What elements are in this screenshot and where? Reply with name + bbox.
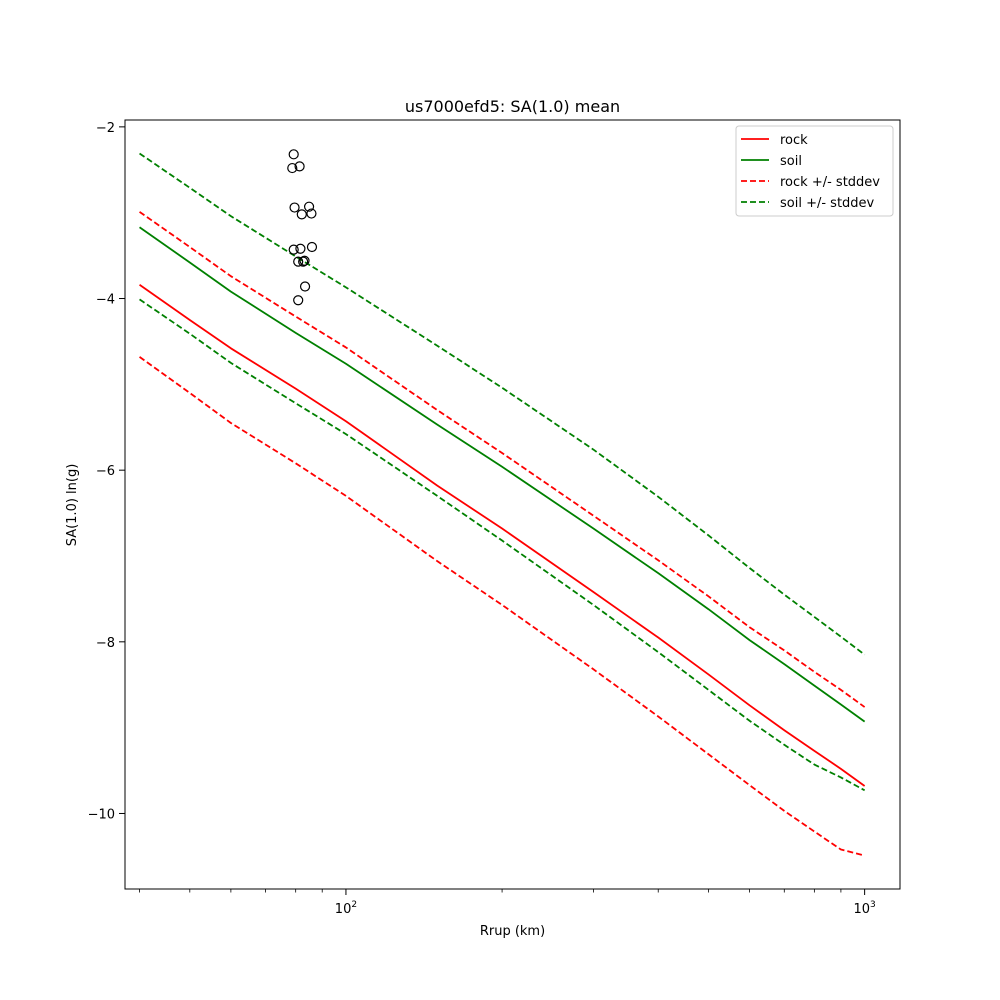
- observation-point: [294, 161, 305, 172]
- observation-point: [306, 241, 318, 253]
- y-axis: −2 −4 −6 −8 −10: [88, 121, 125, 822]
- x-axis: 102 103: [139, 889, 876, 917]
- series-line-4: [139, 356, 865, 857]
- y-axis-label: SA(1.0) ln(g): [65, 464, 80, 547]
- legend: rock soil rock +/- stddev soil +/- stddev: [735, 125, 894, 217]
- observation-point: [303, 201, 315, 212]
- legend-label: rock +/- stddev: [780, 175, 880, 190]
- legend-box: [735, 125, 894, 217]
- observation-point: [287, 162, 298, 174]
- x-tick-label: 103: [853, 900, 875, 917]
- series-line-6: [139, 298, 866, 792]
- observation-point: [293, 256, 304, 267]
- y-tick-label: −2: [96, 121, 115, 136]
- series-line-1: [139, 284, 866, 787]
- x-axis-label: Rrup (km): [480, 924, 545, 939]
- observation-point: [306, 208, 317, 219]
- series-line-2: [139, 226, 866, 723]
- plot-area: [139, 149, 866, 857]
- x-tick-label: 102: [335, 900, 357, 917]
- y-tick-label: −10: [88, 807, 115, 822]
- observation-point: [296, 209, 307, 220]
- observation-point: [288, 244, 299, 255]
- observation-point: [293, 295, 304, 306]
- legend-label: rock: [780, 133, 808, 148]
- observation-point: [295, 243, 306, 254]
- y-tick-label: −8: [96, 636, 115, 651]
- observation-point: [299, 281, 311, 292]
- observation-point: [289, 202, 300, 213]
- observation-point: [298, 256, 309, 267]
- observation-point: [288, 149, 299, 160]
- observation-point: [299, 255, 310, 266]
- series-line-3: [139, 211, 866, 708]
- legend-label: soil: [780, 154, 802, 169]
- chart-title: us7000efd5: SA(1.0) mean: [405, 97, 620, 116]
- series-line-5: [139, 152, 866, 656]
- y-tick-label: −6: [96, 464, 115, 479]
- axes-frame: [124, 119, 901, 890]
- legend-label: soil +/- stddev: [780, 196, 875, 211]
- y-tick-label: −4: [96, 293, 115, 308]
